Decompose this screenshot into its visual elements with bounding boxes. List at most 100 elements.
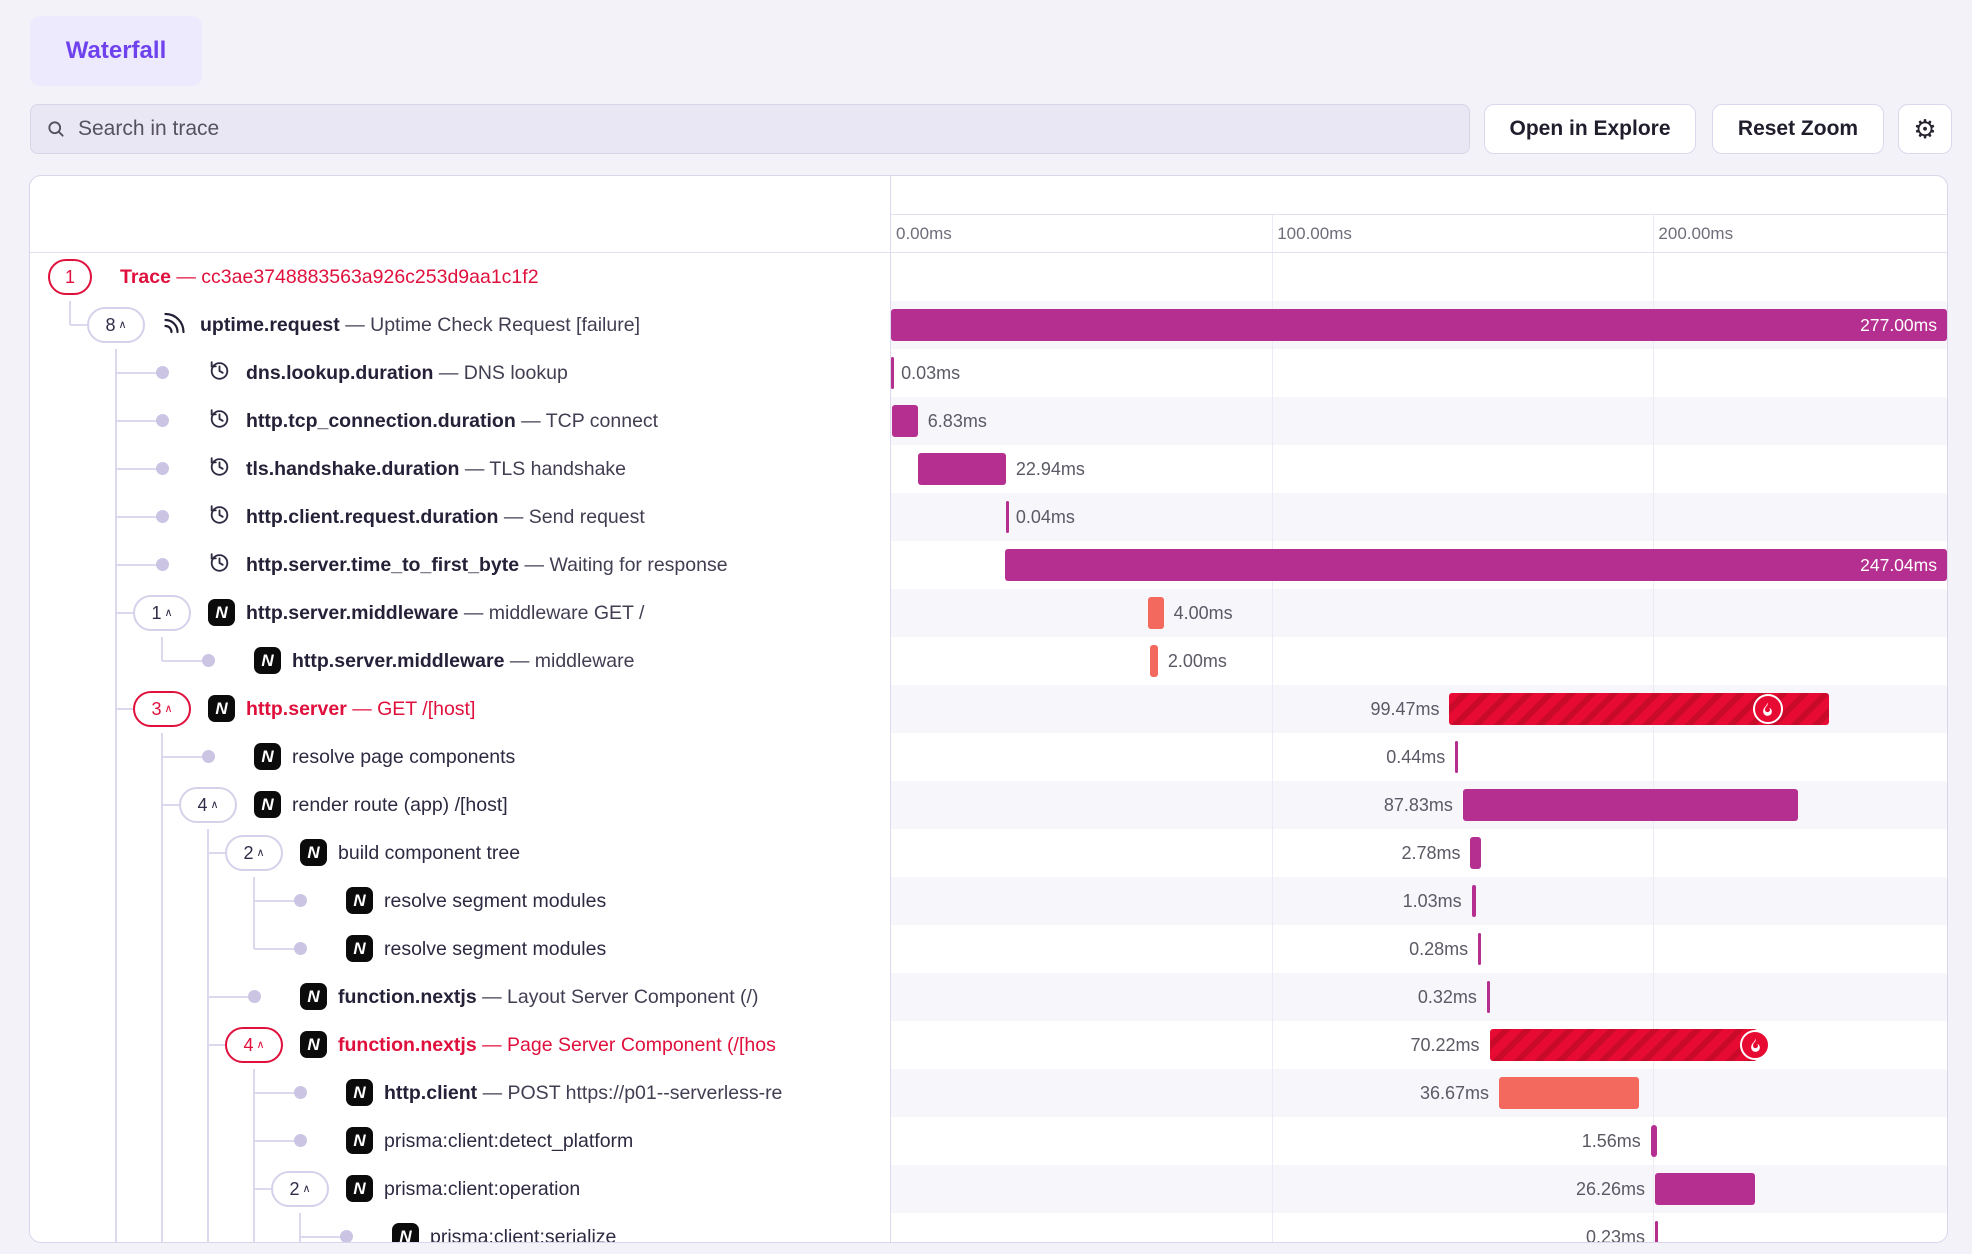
span-bar-cell: 277.00ms <box>890 301 1947 349</box>
trace-row[interactable]: Nresolve segment modules0.28ms <box>30 925 1947 973</box>
search-bar[interactable] <box>30 104 1470 154</box>
span-bar[interactable] <box>1490 1029 1758 1061</box>
trace-row[interactable]: Nprisma:client:detect_platform1.56ms <box>30 1117 1947 1165</box>
span-bar-cell: 22.94ms <box>890 445 1947 493</box>
trace-row[interactable]: 2∧Nbuild component tree2.78ms <box>30 829 1947 877</box>
trace-row[interactable]: http.tcp_connection.duration — TCP conne… <box>30 397 1947 445</box>
span-bar[interactable] <box>1655 1173 1755 1205</box>
trace-row[interactable]: 4∧Nfunction.nextjs — Page Server Compone… <box>30 1021 1947 1069</box>
duration-label: 26.26ms <box>1576 1165 1645 1213</box>
duration-label: 36.67ms <box>1420 1069 1489 1117</box>
span-name: http.server <box>246 698 347 720</box>
tree-rail <box>207 925 209 973</box>
clock-icon <box>208 455 231 478</box>
tree-dot <box>156 558 169 571</box>
tab-waterfall[interactable]: Waterfall <box>30 16 202 86</box>
expand-pill[interactable]: 1 <box>48 259 92 295</box>
span-bar[interactable] <box>892 405 918 437</box>
span-bar[interactable] <box>1449 693 1828 725</box>
duration-label: 0.44ms <box>1386 733 1445 781</box>
reset-zoom-button[interactable]: Reset Zoom <box>1712 104 1884 154</box>
span-bar[interactable] <box>1487 981 1490 1013</box>
expand-pill[interactable]: 4∧ <box>225 1027 283 1063</box>
span-label: function.nextjs — Layout Server Componen… <box>338 973 758 1021</box>
span-bar-cell: 99.47ms <box>890 685 1947 733</box>
span-bar[interactable] <box>1148 597 1163 629</box>
trace-row[interactable]: http.client.request.duration — Send requ… <box>30 493 1947 541</box>
tree-rail <box>161 1069 163 1117</box>
span-name: http.server.middleware <box>292 650 504 672</box>
trace-row[interactable]: Nresolve segment modules1.03ms <box>30 877 1947 925</box>
trace-row[interactable]: Nfunction.nextjs — Layout Server Compone… <box>30 973 1947 1021</box>
trace-row[interactable]: 8∧uptime.request — Uptime Check Request … <box>30 301 1947 349</box>
trace-row[interactable]: tls.handshake.duration — TLS handshake22… <box>30 445 1947 493</box>
span-bar[interactable]: 247.04ms <box>1005 549 1947 581</box>
span-description: — middleware GET / <box>458 602 644 624</box>
trace-row[interactable]: 4∧Nrender route (app) /[host]87.83ms <box>30 781 1947 829</box>
trace-row[interactable]: Nhttp.server.middleware — middleware2.00… <box>30 637 1947 685</box>
trace-row[interactable]: 3∧Nhttp.server — GET /[host]99.47ms <box>30 685 1947 733</box>
duration-label: 4.00ms <box>1174 589 1233 637</box>
span-bar[interactable] <box>918 453 1005 485</box>
span-tree-cell: Nhttp.server.middleware — middleware <box>30 637 890 685</box>
span-bar[interactable] <box>1478 933 1481 965</box>
tree-dot <box>156 510 169 523</box>
trace-row[interactable]: Nresolve page components0.44ms <box>30 733 1947 781</box>
span-tree-cell: http.tcp_connection.duration — TCP conne… <box>30 397 890 445</box>
trace-row[interactable]: Nprisma:client:serialize0.23ms <box>30 1213 1947 1243</box>
trace-waterfall-table: 0.00ms 100.00ms 200.00ms 1Trace — cc3ae3… <box>29 175 1948 1243</box>
span-name: build component tree <box>338 842 520 864</box>
span-tree-cell: 2∧Nbuild component tree <box>30 829 890 877</box>
timeline-header[interactable]: 0.00ms 100.00ms 200.00ms <box>890 176 1947 252</box>
search-input[interactable] <box>76 116 1454 142</box>
span-bar[interactable] <box>1499 1077 1639 1109</box>
span-bar-cell: 6.83ms <box>890 397 1947 445</box>
trace-row[interactable]: 2∧Nprisma:client:operation26.26ms <box>30 1165 1947 1213</box>
tree-rail <box>115 1021 117 1069</box>
tree-rail <box>161 925 163 973</box>
tree-dot <box>156 366 169 379</box>
trace-row[interactable]: http.server.time_to_first_byte — Waiting… <box>30 541 1947 589</box>
trace-row[interactable]: 1Trace — cc3ae3748883563a926c253d9aa1c1f… <box>30 253 1947 301</box>
span-tree-cell: 8∧uptime.request — Uptime Check Request … <box>30 301 890 349</box>
chevron-up-icon: ∧ <box>256 848 264 859</box>
span-bar[interactable] <box>1470 837 1481 869</box>
nextjs-icon: N <box>254 647 281 674</box>
span-bar[interactable]: 277.00ms <box>891 309 1947 341</box>
pill-count: 8 <box>105 315 115 336</box>
span-bar[interactable] <box>1463 789 1798 821</box>
span-bar[interactable] <box>1655 1221 1658 1243</box>
span-bar[interactable] <box>1006 501 1009 533</box>
expand-pill[interactable]: 8∧ <box>87 307 145 343</box>
span-description: — Layout Server Component (/) <box>477 986 759 1008</box>
clock-icon <box>208 503 231 526</box>
settings-button[interactable]: ⚙ <box>1898 104 1952 154</box>
tree-dot <box>294 942 307 955</box>
expand-pill[interactable]: 3∧ <box>133 691 191 727</box>
span-bar[interactable] <box>1472 885 1476 917</box>
timeline-tick: 0.00ms <box>891 224 952 244</box>
trace-row[interactable]: 1∧Nhttp.server.middleware — middleware G… <box>30 589 1947 637</box>
span-label: render route (app) /[host] <box>292 781 508 829</box>
tree-dot <box>294 1086 307 1099</box>
span-bar[interactable] <box>1651 1125 1657 1157</box>
trace-row[interactable]: dns.lookup.duration — DNS lookup0.03ms <box>30 349 1947 397</box>
span-tree-cell: 1Trace — cc3ae3748883563a926c253d9aa1c1f… <box>30 253 890 301</box>
tree-rail <box>115 973 117 1021</box>
span-label: http.client — POST https://p01--serverle… <box>384 1069 782 1117</box>
open-in-explore-button[interactable]: Open in Explore <box>1484 104 1696 154</box>
span-bar[interactable] <box>891 357 894 389</box>
expand-pill[interactable]: 2∧ <box>225 835 283 871</box>
span-tree-cell: dns.lookup.duration — DNS lookup <box>30 349 890 397</box>
tree-rail <box>207 877 209 925</box>
span-bar-cell: 0.44ms <box>890 733 1947 781</box>
span-bar[interactable] <box>1455 741 1458 773</box>
expand-pill[interactable]: 1∧ <box>133 595 191 631</box>
trace-row[interactable]: Nhttp.client — POST https://p01--serverl… <box>30 1069 1947 1117</box>
span-name: prisma:client:serialize <box>430 1226 616 1243</box>
span-bar[interactable] <box>1150 645 1158 677</box>
duration-label: 277.00ms <box>1860 309 1937 341</box>
expand-pill[interactable]: 2∧ <box>271 1171 329 1207</box>
expand-pill[interactable]: 4∧ <box>179 787 237 823</box>
span-bar-cell: 0.03ms <box>890 349 1947 397</box>
